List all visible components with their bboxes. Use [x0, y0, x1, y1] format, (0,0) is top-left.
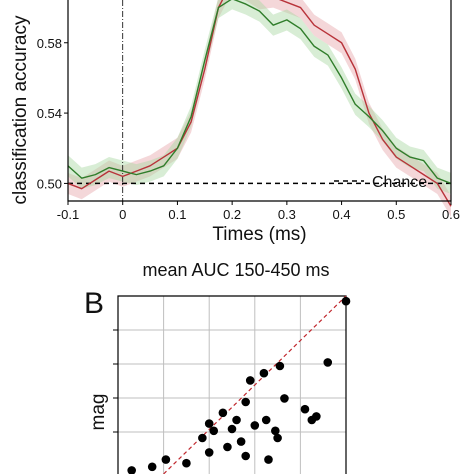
x-tick-label: -0.1 [57, 207, 79, 222]
scatter-point [323, 358, 333, 367]
scatter-point [209, 426, 219, 436]
x-axis-label: Times (ms) [212, 224, 306, 245]
scatter-point [275, 361, 285, 371]
y-tick-label: 0.54 [37, 106, 62, 121]
scatter-point [161, 455, 171, 464]
scatter-point [127, 466, 136, 474]
series-line [67, 0, 452, 185]
scatter-point [273, 433, 282, 443]
scatter-title: mean AUC 150-450 ms [142, 260, 329, 280]
x-tick-label: 0.2 [223, 207, 241, 222]
scatter-point [280, 394, 289, 403]
x-tick-label: 0.6 [442, 207, 460, 222]
legend-chance-label: Chance [372, 174, 427, 191]
scatter-point [204, 419, 214, 428]
series-lines [67, 0, 452, 207]
scatter-point [241, 397, 250, 407]
scatter-point [264, 455, 273, 464]
scatter-point [241, 451, 250, 461]
panel-label-b: B [84, 287, 104, 320]
scatter-point [245, 376, 255, 385]
y-tick-label: 0.58 [37, 36, 62, 51]
scatter-point [182, 458, 191, 468]
scatter-panel: mean AUC 150-450 ms B mag [84, 260, 351, 474]
scatter-frame [117, 295, 347, 474]
scatter-point [204, 448, 214, 457]
x-ticks: -0.1 0 0.1 0.2 0.3 0.4 0.5 0.6 [57, 201, 460, 222]
legend: Chance [334, 174, 427, 191]
axes-frame [67, 0, 452, 202]
confidence-band [68, 0, 451, 217]
scatter-point [198, 433, 207, 443]
confidence-band [68, 0, 451, 194]
scatter-point [259, 368, 269, 378]
scatter-points [127, 296, 351, 474]
confidence-bands [68, 0, 451, 217]
scatter-point [218, 408, 228, 418]
scatter-point [232, 415, 241, 425]
scatter-point [147, 462, 157, 472]
scatter-point [271, 426, 280, 436]
x-tick-label: 0 [119, 207, 126, 222]
y-ticks: 0.50 0.54 0.58 [37, 36, 68, 191]
x-tick-label: 0.3 [278, 207, 296, 222]
x-tick-label: 0.5 [387, 207, 405, 222]
scatter-y-label: mag [88, 394, 109, 431]
identity-line [163, 295, 347, 474]
x-tick-label: 0.1 [168, 207, 186, 222]
scatter-point [250, 421, 260, 430]
scatter-point [236, 437, 246, 446]
scatter-point [223, 442, 232, 452]
line-chart-panel: -0.1 0 0.1 0.2 0.3 0.4 0.5 0.6 0.50 0.54 0.58 Cha… [10, 0, 460, 245]
y-tick-label: 0.50 [37, 176, 62, 191]
scatter-point [227, 424, 237, 434]
scatter-point [312, 412, 321, 421]
scatter-point [341, 296, 351, 306]
scatter-point [300, 404, 310, 414]
y-axis-label: classification accuracy [10, 15, 31, 205]
x-tick-label: 0.4 [333, 207, 351, 222]
scatter-point [261, 415, 271, 425]
